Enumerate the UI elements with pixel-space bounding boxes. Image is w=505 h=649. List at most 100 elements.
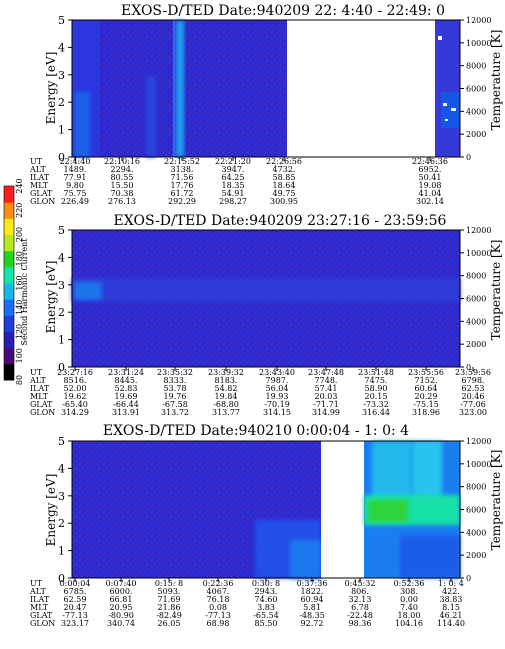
ephemeris-time: 23:35:32 [157,368,193,377]
ephemeris-row-label: MLT [30,603,49,612]
panel-1-title: EXOS-D/TED Date:940209 22: 4:40 - 22:49:… [121,3,445,19]
panel-1-y2label: Temperature [K] [489,30,503,131]
colorbar-swatch [4,331,14,349]
ephemeris-value: -71.71 [313,400,339,409]
ytick-label: 1 [58,545,65,558]
ephemeris-value: 313.91 [112,408,140,417]
ephemeris-row-label: GLON [30,408,55,417]
ephemeris-value: 76.18 [207,595,230,604]
colorbar-tick-label: 220 [15,203,24,218]
ephemeris-value: 5.81 [303,603,321,612]
ytick-label: 2 [58,517,65,530]
ephemeris-value: 80.55 [111,173,134,182]
ephemeris-row-label: UT [30,157,43,166]
ephemeris-value: 302.14 [416,197,444,206]
ephemeris-value: 19.93 [266,392,289,401]
ephemeris-value: 2943. [255,587,278,596]
ephemeris-time: 23:47:48 [308,368,344,377]
panel-3-data-gap [321,441,364,578]
ephemeris-value: 7475. [365,376,388,385]
ephemeris-value: 8516. [64,376,87,385]
y2tick-label: 4000 [466,528,486,537]
panel-2-y2label: Temperature [K] [489,240,503,341]
ephemeris-value: 7152. [415,376,438,385]
panel-1-low-energy-patch [74,92,90,157]
ephemeris-value: 38.83 [440,595,463,604]
ephemeris-time: 0:15: 8 [155,579,183,588]
ephemeris-time: 23:31:24 [108,368,144,377]
ephemeris-value: 21.86 [158,603,181,612]
colorbar-swatch [4,315,14,332]
panel-2-faint-band [72,278,460,302]
ephemeris-value: 68.98 [207,619,230,628]
ephemeris-value: 62.59 [64,595,87,604]
colorbar-tick-label: 160 [15,275,24,290]
ephemeris-value: 60.64 [415,384,438,393]
ephemeris-value: 52.00 [64,384,87,393]
ephemeris-value: 17.76 [171,181,194,190]
y2tick-label: 12000 [466,437,491,446]
ytick-label: 1 [58,124,65,137]
ephemeris-value: 60.94 [301,595,324,604]
colorbar-swatch [4,186,14,203]
ephemeris-row-label: ILAT [30,173,50,182]
ephemeris-value: 8333. [164,376,187,385]
ephemeris-time: 0:00:04 [60,579,91,588]
ephemeris-value: 15.50 [111,181,134,190]
ephemeris-value: 18.64 [273,181,296,190]
ytick-label: 5 [58,14,65,27]
colorbar-ticks: 80 100 120 140 160 180 200 220 240 [15,178,24,385]
ephemeris-value: -82.49 [156,611,182,620]
ephemeris-time: 0:52:36 [394,579,425,588]
ephemeris-value: 19.62 [64,392,87,401]
ephemeris-value: 300.95 [270,197,298,206]
ephemeris-time: 23:39:32 [208,368,244,377]
y2tick-label: 10000 [466,39,491,48]
colorbar-swatch [4,347,14,365]
y2tick-label: 8000 [466,272,486,281]
colorbar-swatch [4,202,14,219]
ephemeris-value: 1822. [301,587,324,596]
y2tick-label: 4000 [466,317,486,326]
y2tick-label: 0 [466,363,471,372]
ephemeris-value: 340.74 [107,619,135,628]
ephemeris-value: 58.90 [365,384,388,393]
ytick-label: 4 [58,251,65,264]
colorbar-swatch [4,250,14,268]
ephemeris-value: 6952. [419,165,442,174]
y2tick-label: 10000 [466,460,491,469]
ytick-label: 3 [58,69,65,82]
y2tick-label: 2000 [466,551,486,560]
panel-1-temp-mark [438,36,442,40]
ephemeris-value: 2294. [111,165,134,174]
ephemeris-row-label: GLON [30,197,55,206]
y2tick-label: 0 [466,574,471,583]
ephemeris-value: 9.80 [66,181,84,190]
ephemeris-row-label: ALT [29,376,46,385]
ephemeris-row-label: ILAT [30,384,50,393]
ephemeris-value: 276.13 [108,197,136,206]
ephemeris-value: 314.15 [263,408,291,417]
ephemeris-value: -77.13 [205,611,231,620]
colorbar-swatch [4,234,14,252]
y2tick-label: 6000 [466,295,486,304]
ephemeris-row-label: GLAT [30,400,53,409]
y2tick-label: 12000 [466,16,491,25]
panel-1-bright-streak [176,20,184,157]
ephemeris-row-label: GLAT [30,189,53,198]
ephemeris-time: 1: 0: 4 [438,579,464,588]
ephemeris-value: 57.41 [315,384,338,393]
ephemeris-value: 6.78 [351,603,369,612]
panel-2-ephemeris: UTALTILATMLTGLATGLON23:27:168516.52.0019… [29,367,491,417]
ephemeris-value: 226.49 [61,197,89,206]
ephemeris-value: 318.96 [412,408,440,417]
ephemeris-value: -75.15 [413,400,439,409]
ephemeris-value: 6000. [110,587,133,596]
ephemeris-value: -80.90 [108,611,134,620]
ephemeris-value: 49.75 [273,189,296,198]
y2tick-label: 10000 [466,249,491,258]
ephemeris-value: 20.47 [64,603,87,612]
ephemeris-row-label: GLAT [30,611,53,620]
ephemeris-value: -48.35 [299,611,325,620]
